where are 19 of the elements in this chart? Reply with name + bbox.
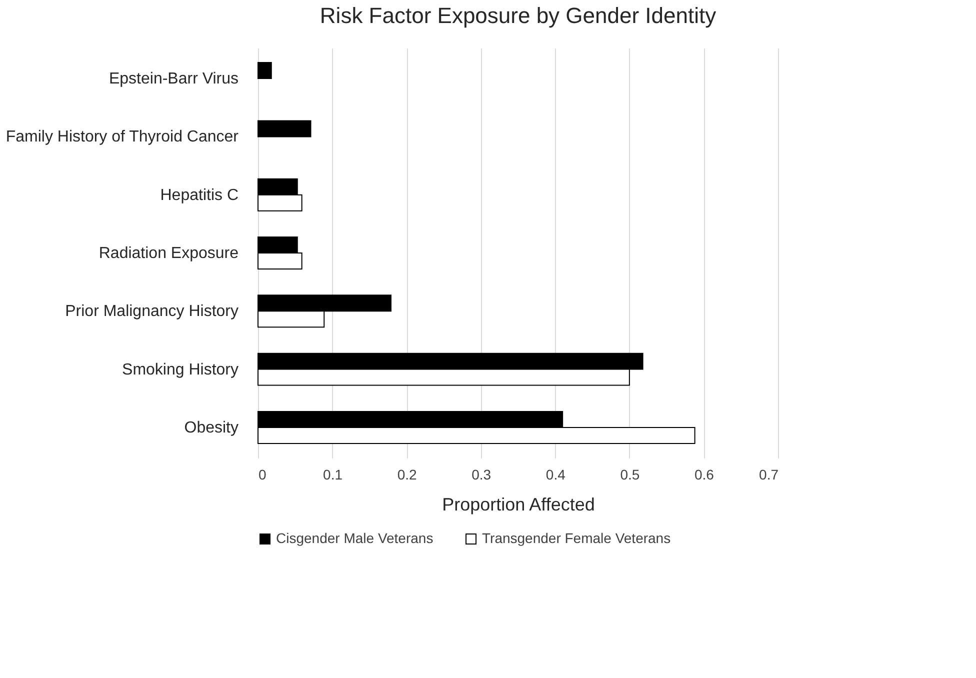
chart-title: Risk Factor Exposure by Gender Identity <box>320 3 716 28</box>
x-tick-label: 0.1 <box>323 466 343 482</box>
y-tick-label: Prior Malignancy History <box>65 303 238 320</box>
x-tick-label: 0 <box>258 466 266 482</box>
y-tick-label: Obesity <box>184 419 238 436</box>
x-tick-label: 0.5 <box>620 466 640 482</box>
x-tick-label: 0.4 <box>546 466 566 482</box>
y-tick-label: Family History of Thyroid Cancer <box>6 128 240 146</box>
x-tick-label: 0.6 <box>694 466 714 482</box>
legend-label: Cisgender Male Veterans <box>276 530 434 546</box>
x-axis-title: Proportion Affected <box>442 494 595 514</box>
y-tick-label: Epstein-Barr Virus <box>108 70 238 88</box>
x-tick-label: 0.3 <box>472 466 492 482</box>
y-tick-label: Smoking History <box>122 361 238 378</box>
y-tick-label: Radiation Exposure <box>98 245 239 262</box>
y-tick-label: Hepatitis C <box>160 186 238 204</box>
x-tick-label: 0.7 <box>759 466 779 482</box>
x-tick-label: 0.2 <box>397 466 418 482</box>
legend-label: Transgender Female Veterans <box>482 530 671 546</box>
